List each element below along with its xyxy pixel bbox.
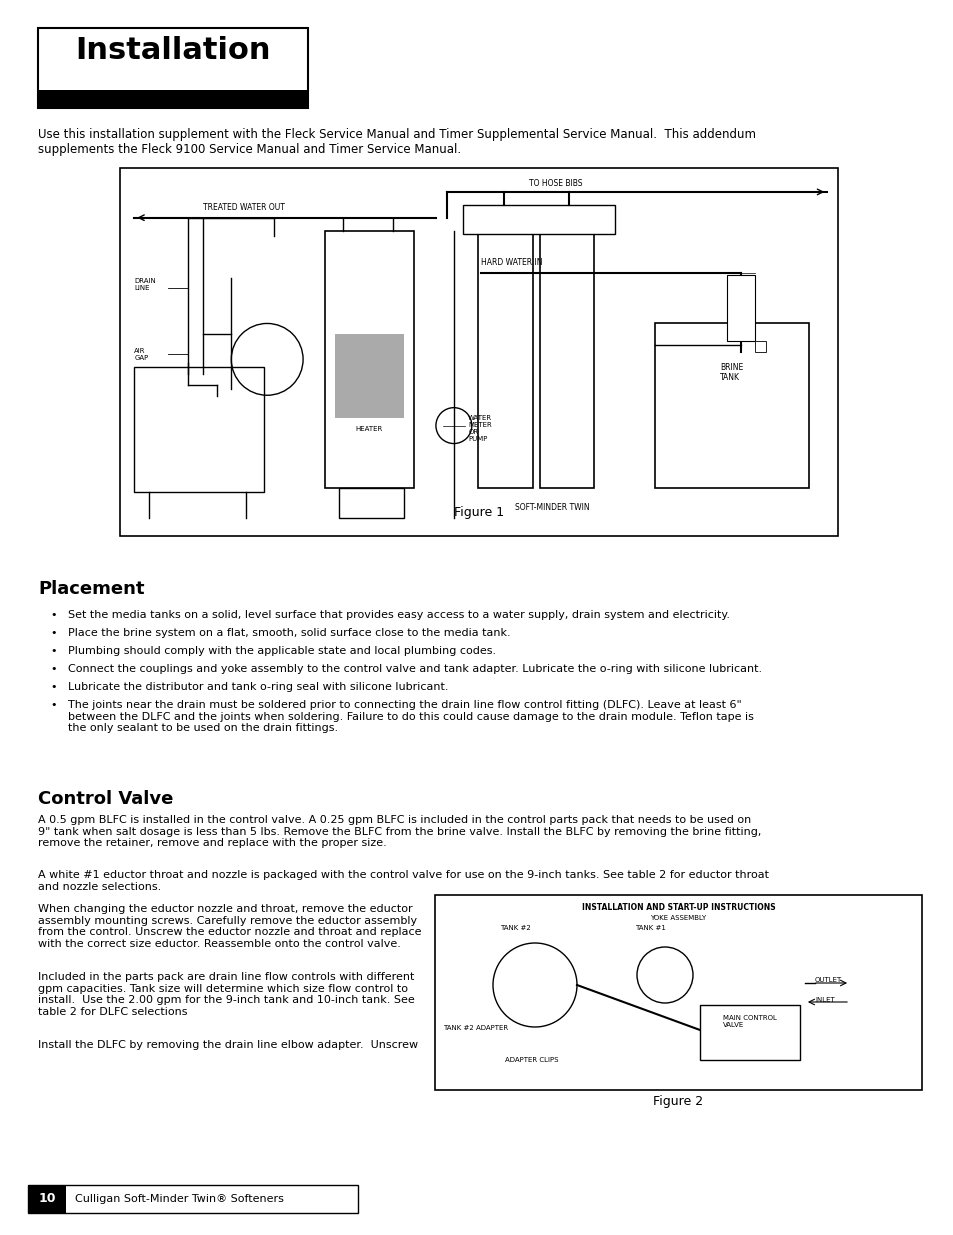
Bar [335, 333, 403, 419]
Text: Connect the couplings and yoke assembly to the control valve and tank adapter. L: Connect the couplings and yoke assembly … [68, 664, 761, 674]
Text: A 0.5 gpm BLFC is installed in the control valve. A 0.25 gpm BLFC is included in: A 0.5 gpm BLFC is installed in the contr… [38, 815, 760, 848]
Text: •: • [50, 610, 56, 620]
Text: Control Valve: Control Valve [38, 790, 173, 808]
Bar [654, 322, 808, 488]
Text: The joints near the drain must be soldered prior to connecting the drain line fl: The joints near the drain must be solder… [68, 700, 753, 734]
Text: INSTALLATION AND START-UP INSTRUCTIONS: INSTALLATION AND START-UP INSTRUCTIONS [581, 903, 775, 911]
Text: Culligan Soft-Minder Twin® Softeners: Culligan Soft-Minder Twin® Softeners [75, 1194, 284, 1204]
Bar [435, 895, 921, 1091]
Bar [28, 1186, 66, 1213]
Text: YOKE ASSEMBLY: YOKE ASSEMBLY [650, 915, 706, 921]
Bar [324, 231, 414, 488]
Text: Figure 2: Figure 2 [653, 1095, 702, 1108]
Text: MAIN CONTROL
VALVE: MAIN CONTROL VALVE [722, 1015, 776, 1028]
Text: Install the DLFC by removing the drain line elbow adapter.  Unscrew: Install the DLFC by removing the drain l… [38, 1040, 417, 1050]
Text: BRINE
TANK: BRINE TANK [720, 363, 742, 383]
Text: •: • [50, 646, 56, 656]
Text: DRAIN
LINE: DRAIN LINE [134, 278, 156, 291]
Text: Placement: Placement [38, 580, 144, 598]
Text: Plumbing should comply with the applicable state and local plumbing codes.: Plumbing should comply with the applicab… [68, 646, 496, 656]
Text: TREATED WATER OUT: TREATED WATER OUT [202, 203, 284, 212]
Text: Installation: Installation [75, 36, 271, 65]
Text: •: • [50, 700, 56, 710]
Bar [539, 231, 594, 488]
Bar [28, 1186, 357, 1213]
Text: SOFT-MINDER TWIN: SOFT-MINDER TWIN [515, 503, 589, 511]
Bar [726, 274, 755, 341]
Bar [120, 168, 837, 536]
Bar [38, 90, 308, 107]
Text: •: • [50, 682, 56, 692]
Text: TANK #1: TANK #1 [635, 925, 665, 931]
Text: Use this installation supplement with the Fleck Service Manual and Timer Supplem: Use this installation supplement with th… [38, 128, 755, 156]
Text: Lubricate the distributor and tank o-ring seal with silicone lubricant.: Lubricate the distributor and tank o-rin… [68, 682, 448, 692]
Text: •: • [50, 664, 56, 674]
Text: OUTLET: OUTLET [814, 977, 841, 983]
Text: 10: 10 [38, 1193, 55, 1205]
Bar [463, 205, 615, 235]
Text: TANK #2 ADAPTER: TANK #2 ADAPTER [442, 1025, 508, 1031]
Bar [755, 341, 765, 352]
Bar [38, 28, 308, 107]
Bar [134, 367, 263, 492]
Bar [338, 488, 403, 517]
Text: When changing the eductor nozzle and throat, remove the eductor
assembly mountin: When changing the eductor nozzle and thr… [38, 904, 421, 948]
Bar [477, 231, 533, 488]
Text: TO HOSE BIBS: TO HOSE BIBS [529, 179, 582, 188]
Text: ADAPTER CLIPS: ADAPTER CLIPS [504, 1057, 558, 1063]
Bar [700, 1005, 800, 1060]
Text: Figure 1: Figure 1 [454, 506, 503, 519]
Text: HEATER: HEATER [355, 426, 382, 431]
Text: INLET: INLET [814, 997, 834, 1003]
Text: A white #1 eductor throat and nozzle is packaged with the control valve for use : A white #1 eductor throat and nozzle is … [38, 869, 768, 892]
Text: HARD WATER IN: HARD WATER IN [480, 258, 542, 267]
Text: WATER
METER
OR
PUMP: WATER METER OR PUMP [468, 415, 492, 442]
Text: Included in the parts pack are drain line flow controls with different
gpm capac: Included in the parts pack are drain lin… [38, 972, 415, 1016]
Text: AIR
GAP: AIR GAP [134, 348, 149, 362]
Text: TANK #2: TANK #2 [499, 925, 530, 931]
Text: Place the brine system on a flat, smooth, solid surface close to the media tank.: Place the brine system on a flat, smooth… [68, 629, 510, 638]
Text: •: • [50, 629, 56, 638]
Text: Set the media tanks on a solid, level surface that provides easy access to a wat: Set the media tanks on a solid, level su… [68, 610, 729, 620]
